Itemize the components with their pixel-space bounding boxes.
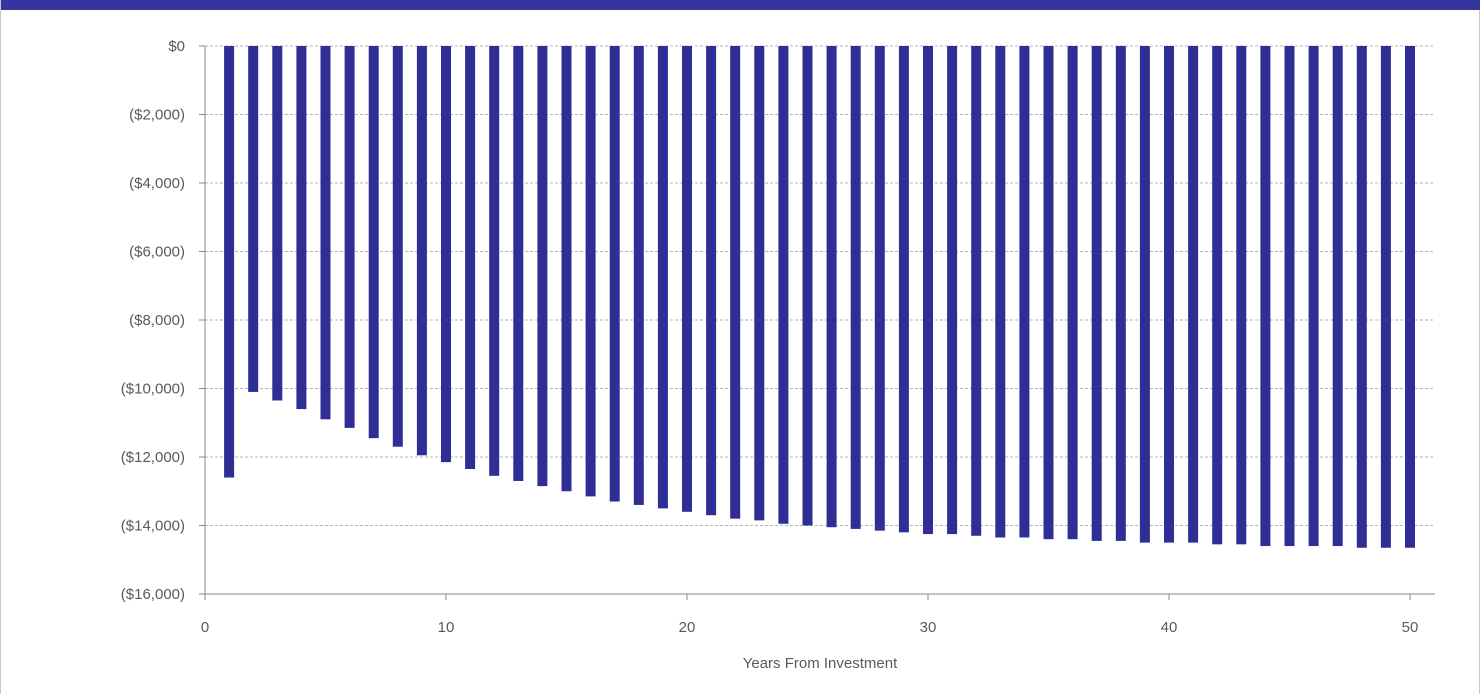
bar — [320, 46, 331, 420]
bar — [923, 46, 933, 535]
bar — [1067, 46, 1078, 540]
x-tick-label: 20 — [679, 619, 696, 636]
bar — [1188, 46, 1199, 543]
bar — [1212, 46, 1223, 545]
x-tick-labels: 0 10 20 30 40 50 — [201, 619, 1419, 636]
bar — [971, 46, 982, 536]
bar — [657, 46, 668, 509]
bar — [272, 46, 283, 401]
x-tick-label: 0 — [201, 619, 209, 636]
bar — [1284, 46, 1295, 547]
bar — [633, 46, 644, 505]
y-tick-label: ($14,000) — [121, 518, 185, 535]
bar — [1164, 46, 1174, 543]
bar — [995, 46, 1006, 538]
y-tick-label: ($6,000) — [129, 244, 185, 261]
bar — [1139, 46, 1150, 543]
bar — [1236, 46, 1247, 545]
bar — [1091, 46, 1102, 541]
y-tick-label: ($2,000) — [129, 107, 185, 124]
y-tick-label: ($16,000) — [121, 586, 185, 603]
y-tick-label: $0 — [168, 38, 185, 55]
bar — [1115, 46, 1126, 541]
bar — [561, 46, 572, 492]
bar — [1260, 46, 1271, 547]
x-tick-label: 50 — [1402, 619, 1419, 636]
x-tick-label: 10 — [438, 619, 455, 636]
bar — [1043, 46, 1054, 540]
bar — [296, 46, 307, 410]
bar — [1332, 46, 1343, 547]
bar — [1380, 46, 1391, 548]
bar — [585, 46, 596, 497]
bar — [947, 46, 958, 535]
y-tick-label: ($8,000) — [129, 312, 185, 329]
bar — [368, 46, 379, 439]
x-tick-label: 30 — [920, 619, 937, 636]
x-axis-title: Years From Investment — [743, 655, 898, 672]
bar — [224, 46, 235, 478]
bar — [609, 46, 620, 502]
bar — [754, 46, 765, 521]
bar — [1308, 46, 1319, 547]
y-tick-label: ($12,000) — [121, 449, 185, 466]
y-tick-label: ($10,000) — [121, 381, 185, 398]
bar — [513, 46, 524, 481]
bar — [344, 46, 355, 428]
y-tick-labels: $0 ($2,000) ($4,000) ($6,000) ($8,000) ($10,0… — [121, 38, 185, 603]
axes — [199, 45, 1435, 600]
gridlines — [205, 45, 1435, 526]
bar — [682, 46, 692, 512]
bar — [248, 46, 259, 392]
bar — [826, 46, 837, 528]
bar — [441, 46, 451, 463]
bar — [537, 46, 548, 487]
bar — [802, 46, 813, 526]
bar — [1405, 46, 1415, 548]
bar — [465, 46, 476, 469]
bar — [730, 46, 741, 519]
y-tick-label: ($4,000) — [129, 175, 185, 192]
bar — [1356, 46, 1367, 548]
bar — [1019, 46, 1030, 538]
bars — [224, 46, 1415, 548]
bar — [706, 46, 717, 516]
bar — [898, 46, 909, 533]
header-bar — [1, 0, 1480, 10]
bar — [392, 46, 403, 447]
bar — [850, 46, 861, 529]
bar — [874, 46, 885, 531]
x-tick-label: 40 — [1161, 619, 1178, 636]
bar — [489, 46, 500, 476]
bar — [416, 46, 427, 456]
bar — [778, 46, 789, 524]
